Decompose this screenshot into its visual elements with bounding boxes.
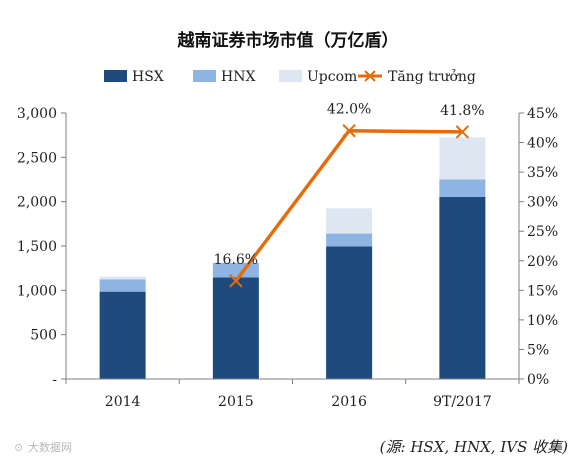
watermark-mark: ⊙ <box>14 441 23 454</box>
growth-marker <box>455 125 470 139</box>
growth-data-label: 16.6% <box>214 252 258 268</box>
right-tick-label: 45% <box>527 106 558 122</box>
watermark-text: 大数据网 <box>28 440 72 454</box>
left-tick-label: 2,000 <box>17 195 57 211</box>
bar-hsx-2015 <box>212 277 259 379</box>
left-tick-label: 500 <box>30 328 57 344</box>
x-tick-label: 2016 <box>331 394 367 410</box>
right-tick-label: 5% <box>527 342 549 358</box>
bar-upcom-2016 <box>326 208 373 234</box>
left-tick-label: 1,000 <box>17 283 57 299</box>
legend-tngtrng-marker <box>364 70 376 82</box>
legend-hsx-label: HSX <box>132 69 164 85</box>
left-tick-label: 2,500 <box>17 150 57 166</box>
growth-data-label: 42.0% <box>327 102 371 118</box>
left-tick-label: 3,000 <box>17 106 57 122</box>
legend-hnx-swatch <box>193 70 216 82</box>
right-tick-label: 35% <box>527 165 558 181</box>
legend-upcom-swatch <box>279 70 302 82</box>
source-note: (源: HSX, HNX, IVS 收集) <box>380 438 568 456</box>
left-tick-label: 1,500 <box>17 239 57 255</box>
bar-hsx-2016 <box>326 246 373 379</box>
legend-upcom-label: Upcom <box>307 69 357 85</box>
right-tick-label: 10% <box>527 313 558 329</box>
bar-upcom-2014 <box>99 276 146 280</box>
right-tick-label: 30% <box>527 195 558 211</box>
left-tick-label: - <box>52 372 57 388</box>
growth-data-label: 41.8% <box>440 103 484 119</box>
chart-title: 越南证券市场市值（万亿盾） <box>177 30 399 51</box>
x-tick-label: 2014 <box>105 394 141 410</box>
legend-tngtrng-label: Tăng trưởng <box>388 68 476 85</box>
legend-hnx-label: HNX <box>221 69 255 85</box>
right-tick-label: 40% <box>527 136 558 152</box>
bar-hsx-2014 <box>99 291 146 379</box>
growth-marker <box>342 124 356 138</box>
legend: HSX HNX Upcom Tăng trưởng <box>104 68 476 85</box>
right-tick-label: 25% <box>527 224 558 240</box>
x-tick-label: 9T/2017 <box>433 394 492 410</box>
bar-upcom-9T2017 <box>439 137 486 180</box>
right-tick-label: 15% <box>527 283 558 299</box>
x-tick-label: 2015 <box>218 394 254 410</box>
bar-hnx-2014 <box>99 279 146 292</box>
right-tick-label: 20% <box>527 254 558 270</box>
growth-marker <box>229 274 243 288</box>
watermark-logo: ⊙ 大数据网 <box>14 440 72 454</box>
legend-hsx-swatch <box>104 70 127 82</box>
bar-hnx-9T2017 <box>439 179 486 197</box>
right-tick-label: 0% <box>527 372 549 388</box>
bar-hsx-9T2017 <box>439 196 486 379</box>
plot-area: - 500 1,000 1,500 2,000 2,500 3,000 0% 5% 10% 15% 2… <box>17 102 558 410</box>
bar-hnx-2016 <box>326 233 373 247</box>
